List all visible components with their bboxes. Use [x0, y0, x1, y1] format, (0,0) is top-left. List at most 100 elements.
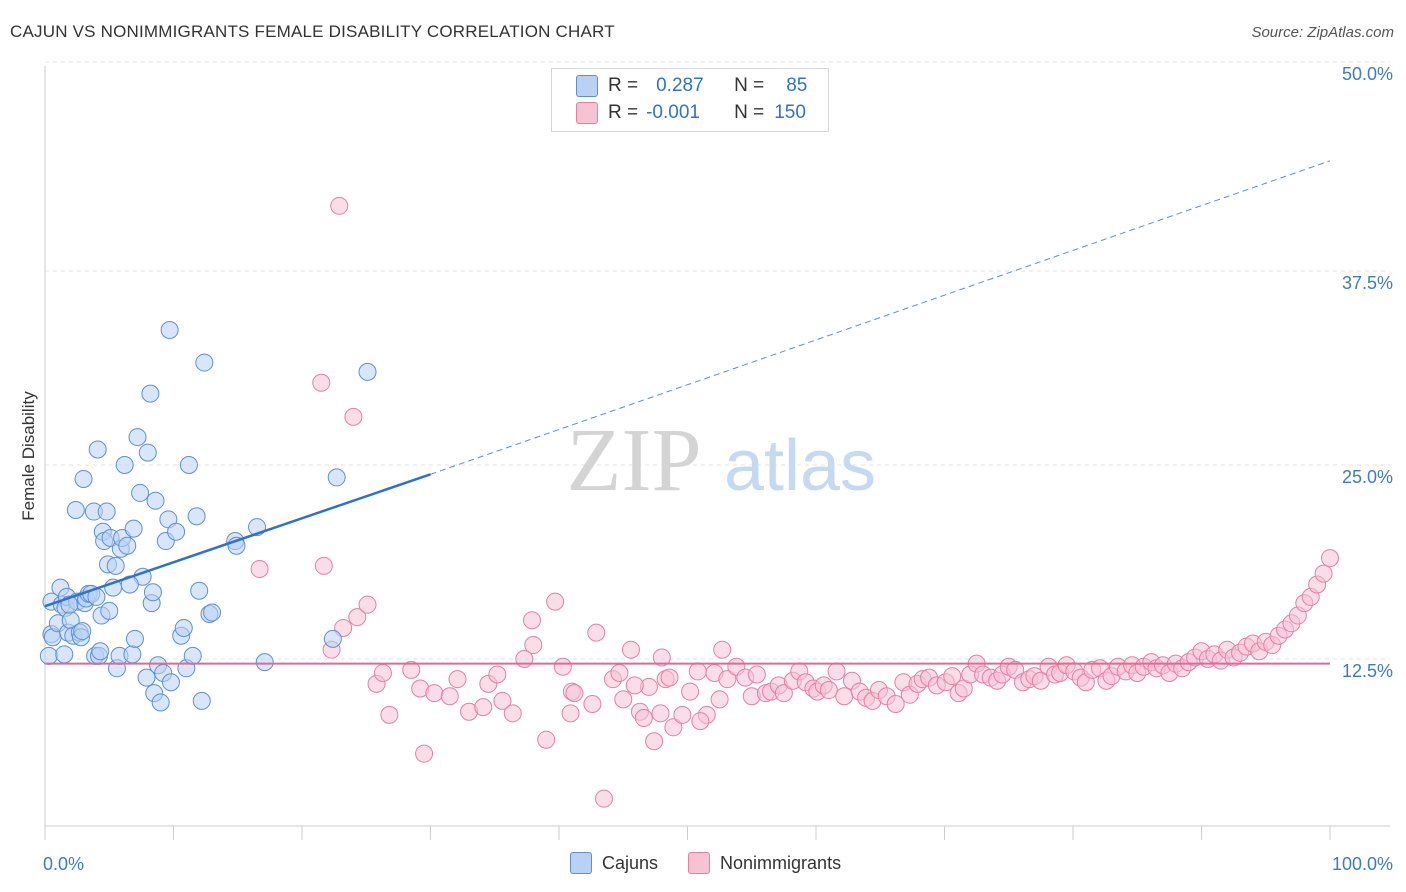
data-point — [330, 196, 349, 215]
data-point — [524, 636, 543, 655]
data-point — [312, 373, 331, 392]
data-point — [1314, 564, 1333, 583]
data-point — [373, 663, 392, 682]
legend-swatch-pink — [688, 852, 711, 874]
data-point — [179, 456, 198, 474]
data-point — [91, 642, 110, 661]
data-point — [537, 730, 556, 749]
data-point — [138, 443, 157, 462]
data-point — [664, 718, 683, 737]
trend-line-cajuns-extension — [430, 160, 1331, 475]
watermark-atlas: atlas — [724, 426, 876, 506]
data-point — [323, 629, 342, 648]
data-point — [380, 705, 399, 724]
watermark: ZIP atlas — [567, 411, 877, 510]
data-point — [448, 670, 467, 689]
data-point — [625, 676, 644, 695]
legend-label-cajuns: Cajuns — [602, 852, 659, 873]
x-tick-label: 0.0% — [43, 854, 84, 874]
data-point — [594, 789, 613, 808]
data-point — [503, 704, 522, 723]
data-point — [688, 662, 707, 681]
legend-r-value: 0.287 — [656, 75, 704, 96]
data-point — [835, 687, 854, 706]
legend-row-cajuns: R = 0.287 N = 85 — [576, 75, 807, 97]
data-point — [123, 645, 142, 664]
data-point — [886, 695, 905, 714]
gridlines — [45, 61, 1390, 660]
data-point — [192, 691, 211, 710]
data-point — [634, 708, 653, 727]
data-point — [160, 320, 179, 339]
legend-swatch-pink — [576, 102, 598, 124]
data-point — [203, 603, 222, 622]
correlation-legend: R = 0.287 N = 85 R = -0.001 N = 150 — [551, 68, 829, 132]
data-point — [652, 648, 671, 667]
data-point — [425, 684, 444, 703]
legend-r-label: R = — [608, 75, 639, 96]
data-point — [327, 468, 346, 487]
data-point — [39, 646, 58, 665]
data-point — [128, 428, 147, 447]
data-point — [660, 668, 679, 687]
data-point — [819, 681, 838, 700]
bottom-legend: Cajuns Nonimmigrants — [570, 852, 841, 874]
data-point — [250, 559, 269, 578]
legend-swatch-blue — [570, 852, 592, 874]
data-point — [1321, 549, 1339, 568]
data-point — [146, 491, 165, 510]
legend-r-label: R = — [608, 102, 639, 123]
data-point — [546, 592, 565, 611]
data-point — [195, 353, 214, 372]
data-point — [161, 673, 180, 692]
data-point — [97, 502, 116, 521]
y-tick-label: 12.5% — [1342, 661, 1393, 681]
data-point — [827, 662, 846, 681]
data-point — [651, 704, 670, 723]
data-point — [673, 705, 692, 724]
legend-n-label: N = — [734, 102, 765, 123]
chart-title: CAJUN VS NONIMMIGRANTS FEMALE DISABILITY… — [10, 22, 615, 41]
legend-row-nonimmigrants: R = -0.001 N = 150 — [576, 102, 806, 124]
data-point — [587, 623, 606, 642]
data-point — [167, 522, 186, 541]
data-point — [88, 440, 107, 459]
data-point — [348, 608, 367, 627]
data-point — [561, 704, 580, 723]
data-point — [106, 556, 125, 575]
data-point — [100, 601, 119, 620]
data-point — [614, 690, 633, 709]
data-point — [474, 698, 493, 717]
data-point — [174, 618, 193, 637]
data-point — [583, 695, 602, 714]
data-point — [344, 407, 363, 426]
data-point — [645, 732, 664, 751]
data-point — [691, 712, 710, 731]
data-point — [118, 536, 137, 555]
axes — [44, 66, 1390, 840]
data-point — [565, 684, 584, 703]
data-point — [774, 684, 793, 703]
legend-r-value: -0.001 — [646, 102, 700, 123]
legend-n-label: N = — [734, 75, 765, 96]
data-point — [523, 611, 542, 630]
data-point — [124, 519, 143, 538]
data-point — [66, 501, 85, 520]
data-point — [131, 483, 150, 502]
bottom-legend-nonimmigrants: Nonimmigrants — [688, 852, 841, 874]
data-point — [440, 687, 459, 706]
data-point — [143, 583, 162, 602]
y-tick-label: 37.5% — [1342, 273, 1393, 293]
data-point — [621, 640, 640, 659]
data-point — [943, 667, 962, 686]
data-point — [74, 469, 93, 488]
trend-lines — [44, 160, 1331, 665]
x-tick-label: 100.0% — [1332, 854, 1393, 874]
source-label: Source: ZipAtlas.com — [1251, 24, 1394, 41]
data-point — [183, 646, 202, 665]
bottom-legend-cajuns: Cajuns — [570, 852, 658, 874]
data-point — [713, 640, 732, 659]
y-tick-label: 50.0% — [1342, 64, 1393, 84]
data-point — [488, 665, 507, 684]
